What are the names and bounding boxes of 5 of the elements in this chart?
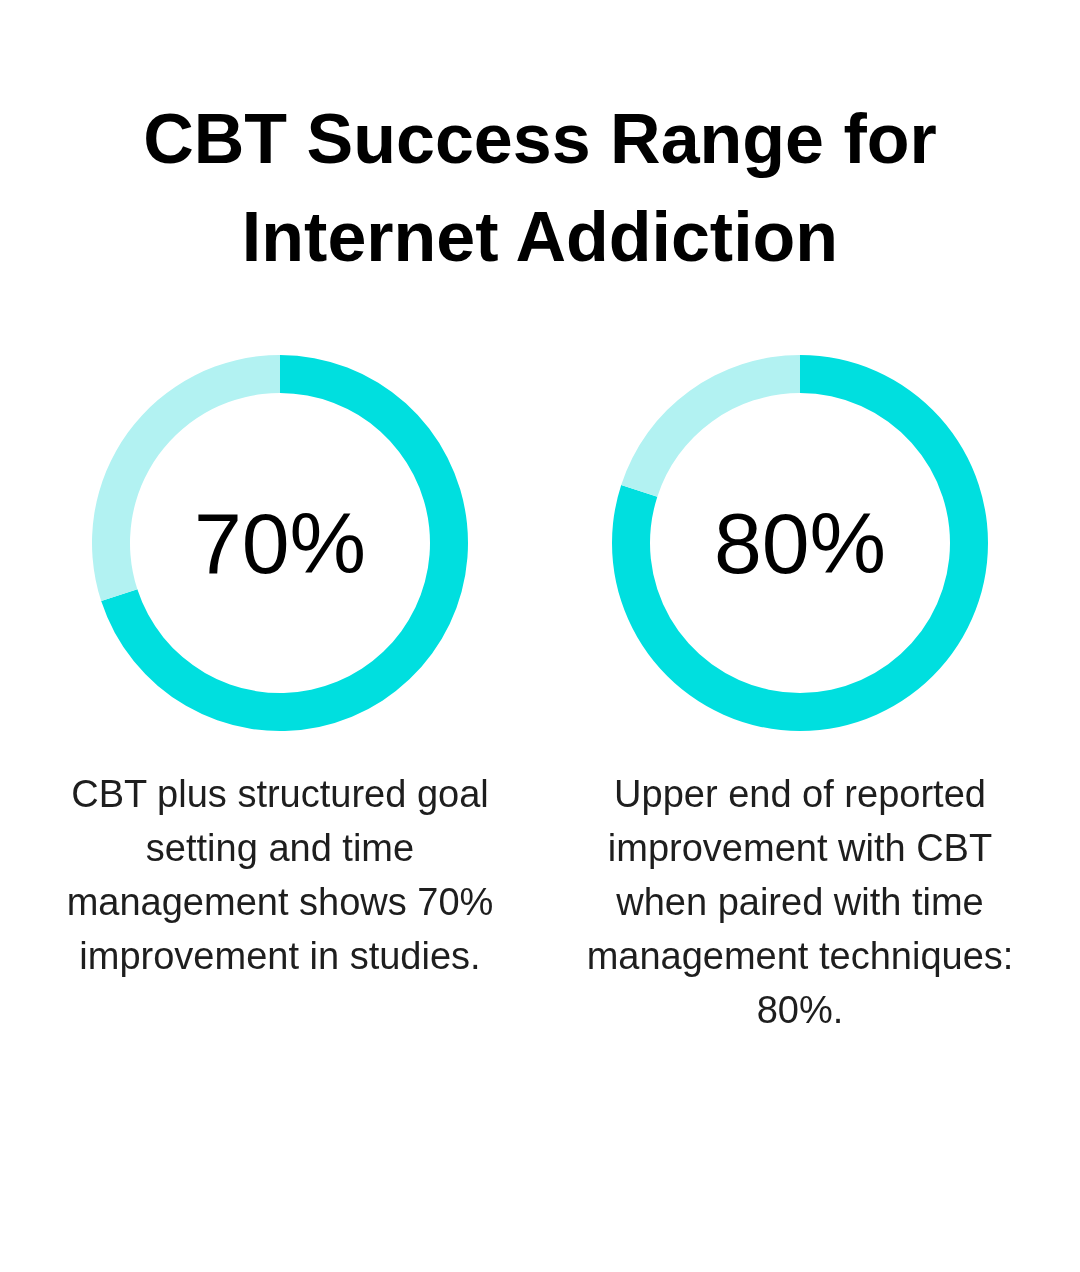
text: 80% — [713, 495, 887, 591]
text: CBT plus structured goal setting and time management shows 70% improvement in studies. — [65, 772, 495, 979]
text: 70% — [193, 495, 367, 591]
text: Upper end of reported improvement with CBT when paired with time management techniques: 80%. — [585, 772, 1015, 1033]
chart-title: CBT Success Range for Internet Addiction — [142, 99, 938, 278]
